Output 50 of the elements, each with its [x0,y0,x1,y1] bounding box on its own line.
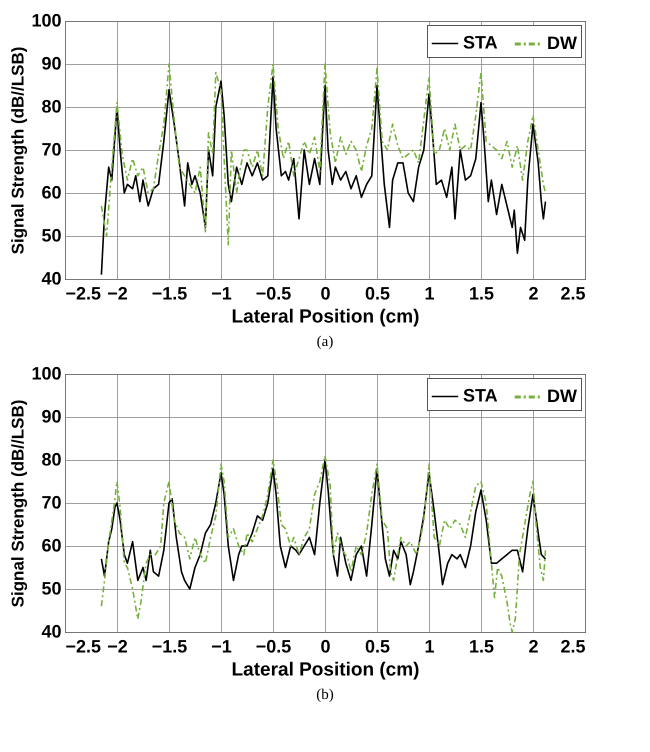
y-tick-label: 50 [41,226,62,246]
y-axis-title: Signal Strength (dB//LSB) [8,400,28,608]
x-axis-title: Lateral Position (cm) [232,660,420,680]
y-tick-label: 70 [41,492,62,512]
text: (b) [316,687,334,703]
x-tick-label: −1 [211,284,232,304]
line-series [100,454,546,633]
x-axis-title: Lateral Position (cm) [232,306,420,328]
x-tick-label: 0.5 [364,284,390,304]
x-tick-label: 2.5 [560,636,586,656]
x-tick-label: 0.5 [364,636,390,656]
x-tick-label: −1.5 [152,284,188,304]
x-tick-label: 2 [528,284,539,304]
x-tick-label: 1.5 [468,636,494,656]
y-axis-title: Signal Strength (dB//LSB) [8,46,28,254]
y-tick-label: 80 [41,96,62,116]
x-tick-label: −1.5 [152,636,188,656]
x-tick-label: −2 [107,284,128,304]
y-tick-label: 90 [41,406,62,426]
line-series [100,76,546,276]
legend-label: DW [547,33,577,53]
text: (a) [316,334,334,350]
y-tick-label: 80 [41,450,62,470]
line-series [100,63,546,246]
y-tick-label: 50 [41,578,62,598]
x-tick-label: 1 [424,636,435,656]
legend-label: DW [547,386,577,406]
x-tick-label: 0 [320,284,331,304]
y-tick-label: 60 [41,536,62,556]
x-tick-label: −2.5 [66,284,102,304]
x-tick-label: −2 [107,636,128,656]
x-tick-label: −0.5 [256,284,292,304]
x-tick-label: 2 [528,636,539,656]
x-tick-label: 1 [424,284,435,304]
x-tick-label: 0 [320,636,331,656]
y-tick-label: 40 [41,622,62,642]
x-tick-label: −0.5 [256,636,292,656]
x-tick-label: −1 [211,636,232,656]
y-tick-label: 100 [31,10,62,30]
x-tick-label: −2.5 [66,636,102,656]
legend-label: STA [463,32,498,52]
y-tick-label: 40 [41,268,62,288]
legend-label: STA [463,386,498,406]
line-series [100,459,546,590]
y-tick-label: 70 [41,140,62,160]
x-tick-label: 1.5 [468,284,494,304]
x-tick-label: 2.5 [560,284,586,304]
y-tick-label: 90 [41,54,62,74]
y-tick-label: 100 [31,364,62,384]
y-tick-label: 60 [41,182,62,202]
